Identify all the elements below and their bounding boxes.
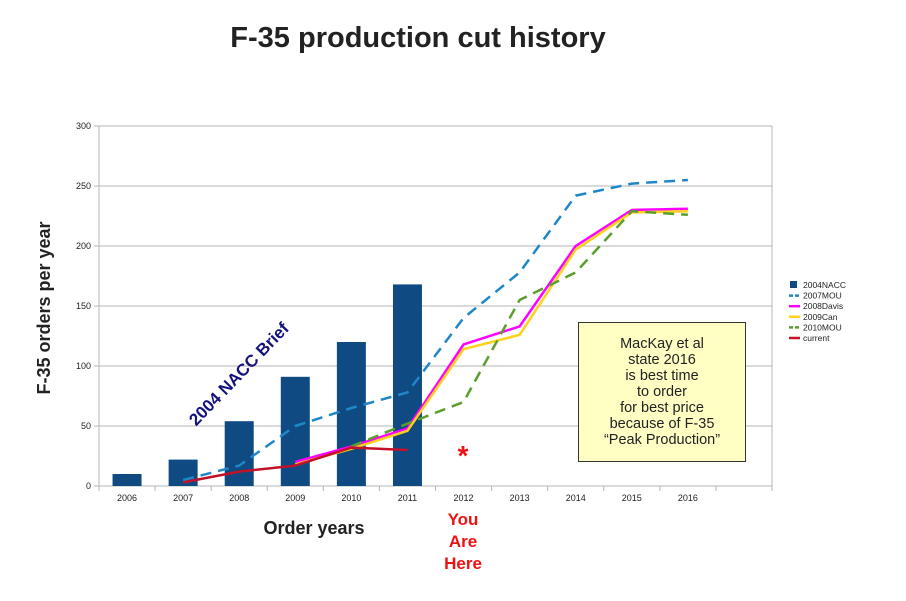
gridlines	[94, 125, 773, 491]
asterisk-annotation: *	[458, 440, 469, 471]
y-tick-label: 50	[81, 421, 91, 431]
y-tick-label: 150	[76, 301, 91, 311]
bar-2004nacc	[280, 376, 310, 486]
y-tick-label: 300	[76, 121, 91, 131]
y-tick-label: 100	[76, 361, 91, 371]
x-tick-label: 2006	[117, 493, 137, 503]
you-annotation: You	[448, 510, 479, 529]
note-text: MacKay et al state 2016 is best time to …	[603, 336, 721, 448]
legend-label: 2004NACC	[803, 280, 846, 290]
line-2009can	[294, 209, 688, 466]
x-tick-label: 2015	[622, 493, 642, 503]
y-tick-label: 200	[76, 241, 91, 251]
line-current	[182, 446, 408, 484]
here-annotation: Here	[444, 554, 482, 573]
x-tick-label: 2011	[398, 493, 417, 503]
x-tick-label: 2007	[173, 493, 193, 503]
x-tick-label: 2008	[229, 493, 249, 503]
x-tick-label: 2016	[678, 493, 698, 503]
y-axis-label: F-35 orders per year	[34, 221, 54, 394]
y-tick-label: 0	[86, 481, 91, 491]
line-series	[182, 178, 688, 484]
bar-2004nacc	[112, 474, 142, 486]
nacc-brief-annotation: 2004 NACC Brief	[185, 319, 293, 430]
x-tick-label: 2010	[341, 493, 361, 503]
legend-swatch	[790, 281, 797, 288]
legend-label: current	[803, 333, 830, 343]
bar-2004nacc	[336, 342, 366, 486]
legend-label: 2008Davis	[803, 301, 843, 311]
x-axis-label: Order years	[263, 518, 364, 538]
line-2010mou	[350, 209, 688, 448]
legend: 2004NACC2007MOU2008Davis2009Can2010MOUcu…	[789, 280, 846, 343]
y-tick-labels: 0 50 100 150 200 250 300	[76, 121, 91, 491]
legend-label: 2010MOU	[803, 322, 842, 332]
x-tick-labels: 2006 2007 2008 2009 2010 2011 2012 2013 2014 2015…	[117, 493, 698, 503]
x-tick-label: 2009	[285, 493, 305, 503]
bar-2004nacc	[392, 284, 422, 486]
x-tick-label: 2012	[454, 493, 474, 503]
chart-title: F-35 production cut history	[230, 22, 606, 54]
bar-2004nacc	[224, 421, 254, 486]
note-box: MacKay et al state 2016 is best time to …	[578, 322, 746, 462]
are-annotation: Are	[449, 532, 477, 551]
legend-label: 2007MOU	[803, 291, 842, 301]
x-tick-label: 2014	[566, 493, 586, 503]
y-tick-label: 250	[76, 181, 91, 191]
line-2007mou	[182, 178, 688, 482]
bar-series	[112, 284, 422, 486]
x-tick-label: 2013	[510, 493, 530, 503]
legend-label: 2009Can	[803, 312, 838, 322]
